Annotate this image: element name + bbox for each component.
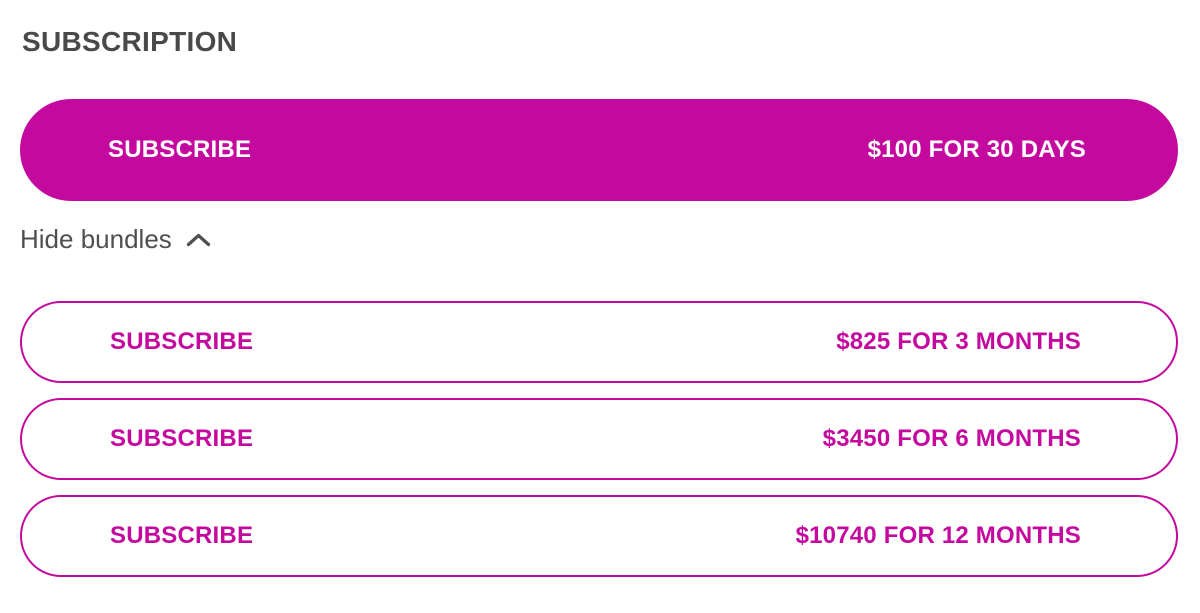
subscribe-label: SUBSCRIBE bbox=[110, 425, 254, 452]
subscription-section: SUBSCRIPTION SUBSCRIBE $100 FOR 30 DAYS … bbox=[20, 26, 1178, 577]
subscribe-button-bundle-3-months[interactable]: SUBSCRIBE $825 FOR 3 MONTHS bbox=[20, 301, 1178, 383]
subscribe-button-bundle-6-months[interactable]: SUBSCRIBE $3450 FOR 6 MONTHS bbox=[20, 398, 1178, 480]
price-label: $10740 FOR 12 MONTHS bbox=[795, 522, 1081, 549]
price-label: $3450 FOR 6 MONTHS bbox=[822, 425, 1081, 452]
page-title: SUBSCRIPTION bbox=[22, 26, 238, 57]
subscribe-label: SUBSCRIBE bbox=[110, 328, 254, 355]
subscribe-label: SUBSCRIBE bbox=[108, 136, 252, 163]
price-label: $100 FOR 30 DAYS bbox=[867, 136, 1086, 163]
hide-bundles-toggle[interactable]: Hide bundles bbox=[20, 223, 211, 255]
bundle-list: SUBSCRIBE $825 FOR 3 MONTHS SUBSCRIBE $3… bbox=[20, 301, 1178, 577]
price-label: $825 FOR 3 MONTHS bbox=[836, 328, 1081, 355]
subscribe-button-bundle-12-months[interactable]: SUBSCRIBE $10740 FOR 12 MONTHS bbox=[20, 495, 1178, 577]
subscribe-button-primary[interactable]: SUBSCRIBE $100 FOR 30 DAYS bbox=[20, 99, 1178, 201]
chevron-up-icon bbox=[186, 233, 211, 247]
subscribe-label: SUBSCRIBE bbox=[110, 522, 254, 549]
hide-bundles-label: Hide bundles bbox=[20, 223, 172, 254]
